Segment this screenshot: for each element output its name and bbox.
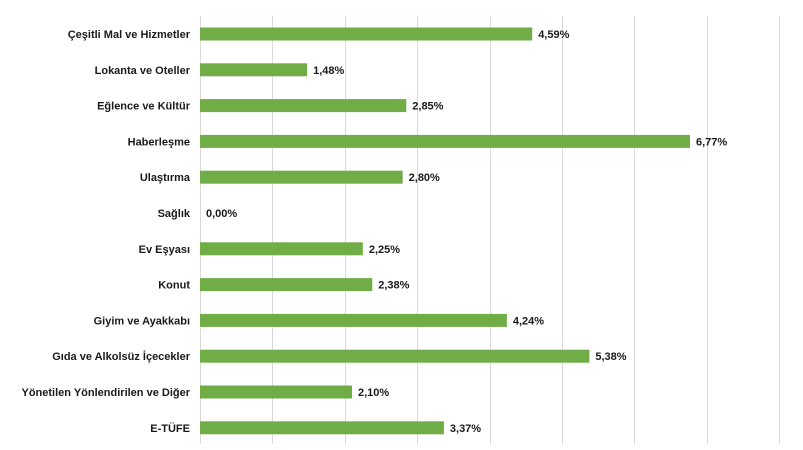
bar (200, 242, 363, 256)
data-label: 0,00% (206, 208, 237, 220)
data-label: 3,37% (450, 423, 481, 435)
category-label: Yönetilen Yönlendirilen ve Diğer (21, 387, 190, 399)
bar (200, 170, 403, 184)
data-label: 2,25% (369, 244, 400, 256)
category-label: Konut (158, 280, 190, 292)
data-label: 5,38% (595, 351, 626, 363)
data-label: 1,48% (313, 65, 344, 77)
bar (200, 27, 533, 41)
category-label: Eğlence ve Kültür (97, 101, 191, 113)
gridlines (200, 16, 780, 444)
bar (200, 385, 352, 399)
category-label: Haberleşme (128, 136, 190, 148)
category-label: Çeşitli Mal ve Hizmetler (68, 29, 191, 41)
category-label: Ev Eşyası (139, 244, 190, 256)
bar (200, 421, 444, 435)
bar (200, 99, 407, 113)
category-label: Lokanta ve Oteller (95, 65, 191, 77)
category-labels: Çeşitli Mal ve Hizmetler Lokanta ve Otell… (21, 29, 190, 435)
data-label: 4,59% (538, 29, 569, 41)
bar (200, 313, 507, 327)
category-label: E-TÜFE (150, 422, 190, 435)
category-label: Ulaştırma (140, 172, 191, 184)
value-labels: 4,59% 1,48% 2,85% 6,77% 2,80% 0,00% 2,25% 2,38%… (206, 29, 727, 435)
bar (200, 278, 373, 292)
data-label: 6,77% (696, 136, 727, 148)
category-label: Giyim ve Ayakkabı (94, 315, 190, 327)
category-label: Sağlık (158, 208, 191, 220)
data-label: 2,38% (378, 280, 409, 292)
bars (200, 27, 690, 435)
data-label: 4,24% (513, 315, 544, 327)
bar (200, 134, 690, 148)
data-label: 2,85% (412, 101, 443, 113)
data-label: 2,80% (409, 172, 440, 184)
bar (200, 349, 590, 363)
data-label: 2,10% (358, 387, 389, 399)
category-label: Gıda ve Alkolsüz İçecekler (52, 350, 190, 363)
bar (200, 63, 308, 77)
